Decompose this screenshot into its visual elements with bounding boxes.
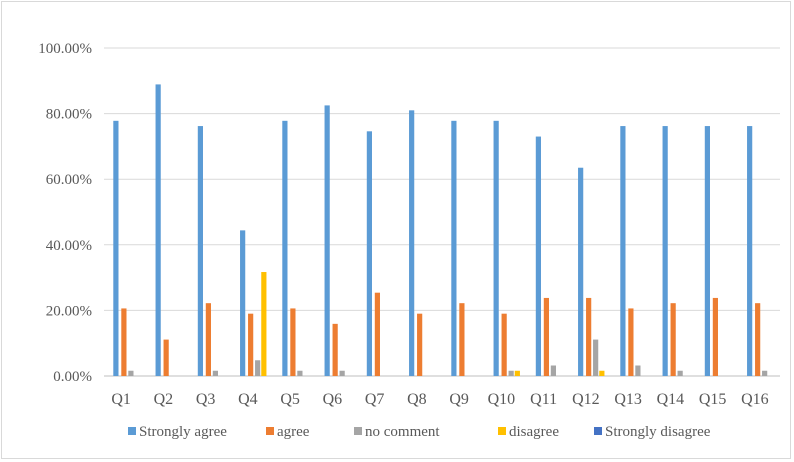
bar-no-comment: [128, 370, 134, 376]
x-tick-label: Q7: [365, 391, 385, 408]
bar-no-comment: [508, 370, 514, 376]
bar-strongly-agree: [409, 110, 415, 376]
bar-no-comment: [635, 365, 641, 376]
bar-agree: [586, 297, 592, 376]
x-tick-label: Q11: [530, 391, 557, 408]
bar-strongly-agree: [704, 126, 710, 377]
bar-no-comment: [677, 370, 683, 376]
legend-label: Strongly agree: [139, 424, 227, 440]
bar-strongly-agree: [197, 126, 203, 377]
bar-strongly-agree: [155, 84, 161, 377]
y-tick-label: 60.00%: [46, 172, 92, 188]
x-tick-label: Q1: [111, 391, 131, 408]
x-tick-label: Q3: [196, 391, 216, 408]
bar-agree: [543, 297, 549, 376]
legend-swatch: [594, 427, 602, 435]
bar-strongly-agree: [282, 120, 288, 376]
legend-swatch: [266, 427, 274, 435]
bar-no-comment: [550, 365, 556, 376]
bar-agree: [755, 303, 761, 376]
bar-disagree: [261, 272, 267, 376]
bar-agree: [670, 303, 676, 376]
bar-no-comment: [255, 360, 261, 376]
legend-label: Strongly disagree: [605, 424, 711, 440]
bar-strongly-agree: [240, 230, 246, 376]
x-tick-label: Q13: [614, 391, 642, 408]
bar-agree: [628, 308, 634, 376]
bar-agree: [121, 308, 127, 376]
x-tick-label: Q9: [449, 391, 469, 408]
y-tick-label: 0.00%: [53, 369, 92, 385]
bar-agree: [332, 323, 338, 376]
bar-strongly-agree: [747, 126, 753, 377]
x-tick-label: Q4: [238, 391, 258, 408]
legend-label: no comment: [365, 424, 440, 440]
bar-strongly-agree: [620, 126, 626, 377]
legend-swatch: [354, 427, 362, 435]
bar-agree: [712, 297, 718, 376]
bar-no-comment: [762, 370, 768, 376]
bar-strongly-agree: [113, 120, 119, 376]
bar-strongly-agree: [662, 126, 668, 377]
bar-disagree: [599, 370, 605, 376]
x-tick-label: Q5: [280, 391, 300, 408]
bar-agree: [417, 313, 423, 376]
y-tick-label: 80.00%: [46, 107, 92, 123]
x-tick-label: Q12: [572, 391, 600, 408]
legend-swatch: [498, 427, 506, 435]
bar-agree: [205, 303, 211, 376]
bar-agree: [290, 308, 296, 376]
x-tick-label: Q6: [323, 391, 343, 408]
bar-strongly-agree: [366, 131, 372, 376]
bar-no-comment: [212, 370, 218, 376]
bar-agree: [374, 292, 380, 376]
bar-agree: [459, 303, 465, 376]
legend-label: disagree: [509, 424, 559, 440]
bar-strongly-agree: [324, 105, 330, 377]
legend-label: agree: [277, 424, 310, 440]
bar-agree: [248, 313, 254, 376]
bar-strongly-agree: [535, 136, 541, 376]
bar-no-comment: [297, 370, 303, 376]
bar-no-comment: [593, 339, 599, 376]
x-tick-label: Q10: [488, 391, 516, 408]
bar-strongly-agree: [493, 120, 499, 376]
bar-strongly-agree: [578, 167, 584, 376]
legend-swatch: [128, 427, 136, 435]
y-tick-label: 20.00%: [46, 303, 92, 319]
y-tick-label: 40.00%: [46, 238, 92, 254]
bar-no-comment: [339, 370, 345, 376]
x-tick-label: Q16: [741, 391, 769, 408]
x-tick-label: Q8: [407, 391, 427, 408]
bar-strongly-agree: [451, 120, 457, 376]
bar-disagree: [514, 370, 520, 376]
y-tick-label: 100.00%: [38, 41, 92, 57]
x-tick-label: Q15: [699, 391, 727, 408]
bar-agree: [163, 339, 169, 376]
bar-agree: [501, 313, 507, 376]
x-tick-label: Q14: [657, 391, 685, 408]
x-tick-label: Q2: [154, 391, 174, 408]
